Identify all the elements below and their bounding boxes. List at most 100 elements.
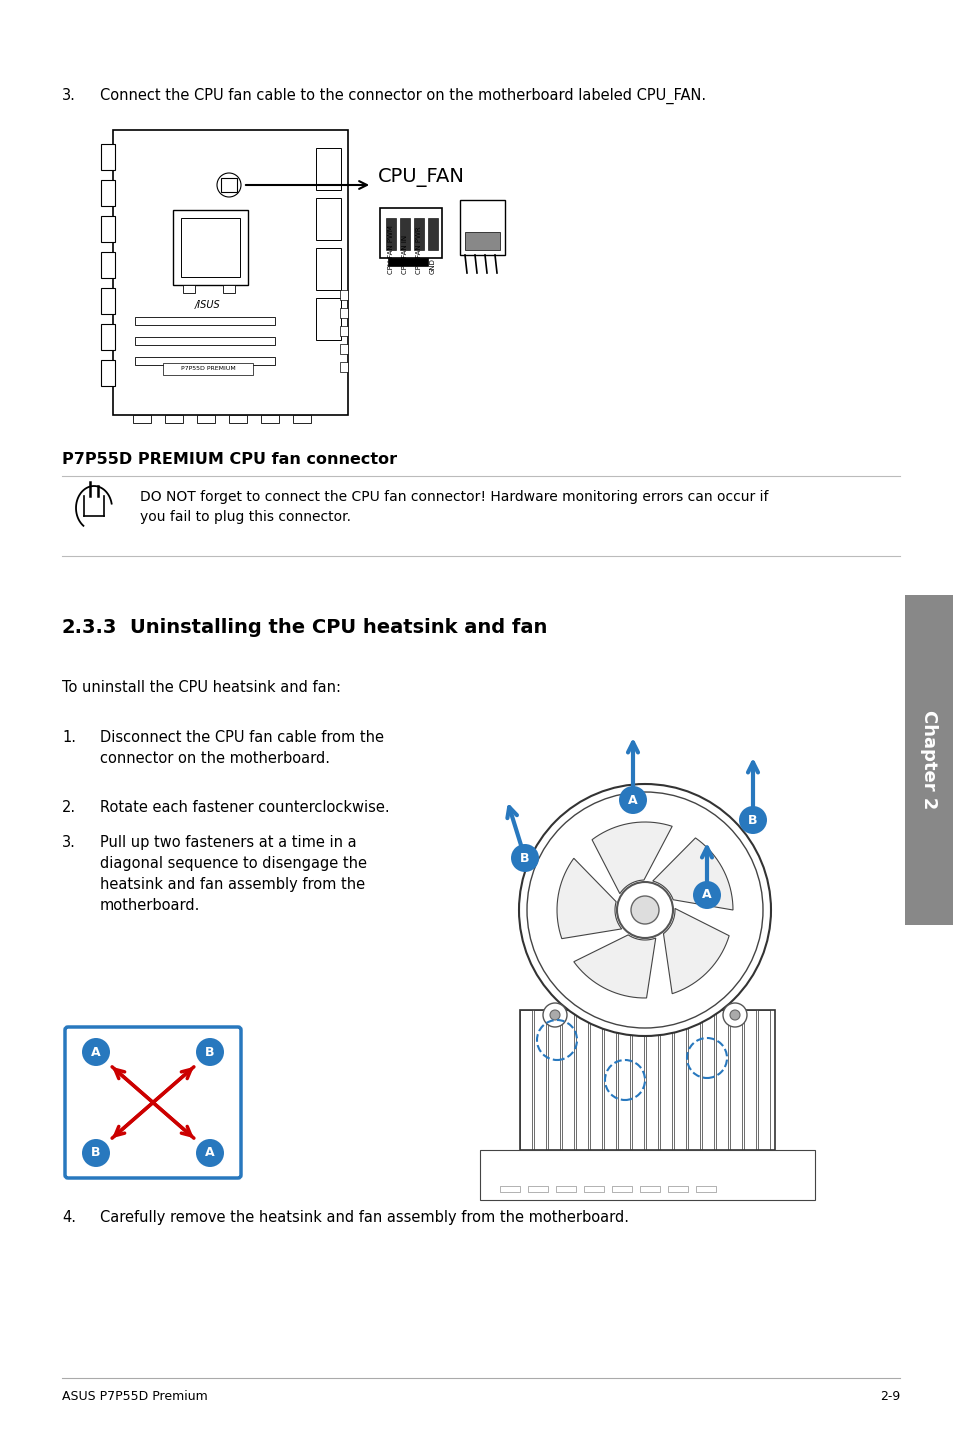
Bar [101, 216, 115, 242]
Bar [464, 232, 499, 250]
Bar [673, 1009, 685, 1150]
Bar [696, 1186, 716, 1192]
Bar [499, 1186, 519, 1192]
Bar [519, 1009, 774, 1150]
Bar [603, 1009, 616, 1150]
Circle shape [692, 881, 720, 909]
Circle shape [542, 1002, 566, 1027]
Text: Connect the CPU fan cable to the connector on the motherboard labeled CPU_FAN.: Connect the CPU fan cable to the connect… [100, 88, 705, 104]
Text: ASUS P7P55D Premium: ASUS P7P55D Premium [62, 1391, 208, 1403]
Text: B: B [519, 851, 529, 864]
Bar [645, 1009, 658, 1150]
Circle shape [617, 881, 672, 938]
Text: 1.: 1. [62, 731, 76, 745]
Circle shape [722, 1002, 746, 1027]
Bar [181, 219, 240, 278]
Text: CPU FAN IN: CPU FAN IN [401, 234, 408, 275]
Text: A: A [91, 1045, 101, 1058]
Bar [547, 1009, 559, 1150]
Text: 3.: 3. [62, 88, 76, 104]
Text: 3.: 3. [62, 835, 76, 850]
Bar [339, 308, 348, 318]
Text: A: A [701, 889, 711, 902]
Bar [165, 416, 183, 423]
Circle shape [526, 792, 762, 1028]
Text: To uninstall the CPU heatsink and fan:: To uninstall the CPU heatsink and fan: [62, 680, 340, 695]
Bar [196, 416, 214, 423]
Bar [459, 200, 504, 255]
Bar [687, 1009, 700, 1150]
Text: A: A [205, 1146, 214, 1159]
Bar [315, 198, 340, 240]
Text: GND: GND [430, 259, 436, 275]
Bar [534, 1009, 545, 1150]
Polygon shape [592, 823, 672, 893]
Bar [659, 1009, 671, 1150]
Bar [101, 180, 115, 206]
Bar [339, 362, 348, 372]
Text: Rotate each fastener counterclockwise.: Rotate each fastener counterclockwise. [100, 800, 389, 815]
Bar [379, 209, 441, 257]
Circle shape [195, 1139, 224, 1168]
Bar [135, 357, 274, 365]
Circle shape [511, 844, 538, 871]
Text: Carefully remove the heatsink and fan assembly from the motherboard.: Carefully remove the heatsink and fan as… [100, 1209, 628, 1225]
Polygon shape [662, 909, 728, 994]
Bar [132, 416, 151, 423]
Bar [716, 1009, 727, 1150]
Text: CPU_FAN: CPU_FAN [377, 168, 464, 187]
Bar [135, 336, 274, 345]
Bar [112, 129, 348, 416]
Text: 2-9: 2-9 [879, 1391, 899, 1403]
Bar [315, 247, 340, 290]
Bar [101, 252, 115, 278]
Bar [758, 1009, 769, 1150]
Bar [729, 1009, 741, 1150]
Bar [556, 1186, 576, 1192]
Bar [223, 285, 234, 293]
Bar [589, 1009, 601, 1150]
Text: Disconnect the CPU fan cable from the
connector on the motherboard.: Disconnect the CPU fan cable from the co… [100, 731, 384, 766]
Text: DO NOT forget to connect the CPU fan connector! Hardware monitoring errors can o: DO NOT forget to connect the CPU fan con… [140, 490, 768, 523]
Bar [315, 298, 340, 339]
Bar [135, 316, 274, 325]
Bar [229, 416, 247, 423]
Bar [339, 290, 348, 301]
Text: Chapter 2: Chapter 2 [919, 710, 937, 810]
Bar [339, 326, 348, 336]
Bar [631, 1009, 643, 1150]
Bar [101, 324, 115, 349]
Bar [163, 362, 253, 375]
Bar [172, 210, 248, 285]
Bar [293, 416, 311, 423]
Text: CPU FAN PWM: CPU FAN PWM [388, 226, 394, 275]
Bar [519, 1009, 532, 1150]
Bar [639, 1186, 659, 1192]
Text: CPU FAN PWR: CPU FAN PWR [416, 226, 421, 275]
Circle shape [618, 787, 646, 814]
Bar [527, 1186, 547, 1192]
Bar [221, 178, 236, 193]
Circle shape [630, 896, 659, 925]
Text: P7P55D PREMIUM: P7P55D PREMIUM [180, 365, 235, 371]
Bar [743, 1009, 755, 1150]
Bar [414, 219, 423, 250]
Circle shape [82, 1139, 110, 1168]
Bar [183, 285, 194, 293]
FancyBboxPatch shape [65, 1027, 241, 1178]
Bar [561, 1009, 574, 1150]
Circle shape [518, 784, 770, 1035]
Bar [701, 1009, 713, 1150]
Text: B: B [205, 1045, 214, 1058]
Bar [399, 219, 410, 250]
Bar [576, 1009, 587, 1150]
Circle shape [729, 1009, 740, 1020]
Bar [101, 144, 115, 170]
Bar [583, 1186, 603, 1192]
Circle shape [82, 1038, 110, 1066]
Bar [904, 595, 953, 925]
Polygon shape [652, 838, 732, 910]
Bar [101, 360, 115, 385]
Bar [612, 1186, 631, 1192]
Text: 2.: 2. [62, 800, 76, 815]
